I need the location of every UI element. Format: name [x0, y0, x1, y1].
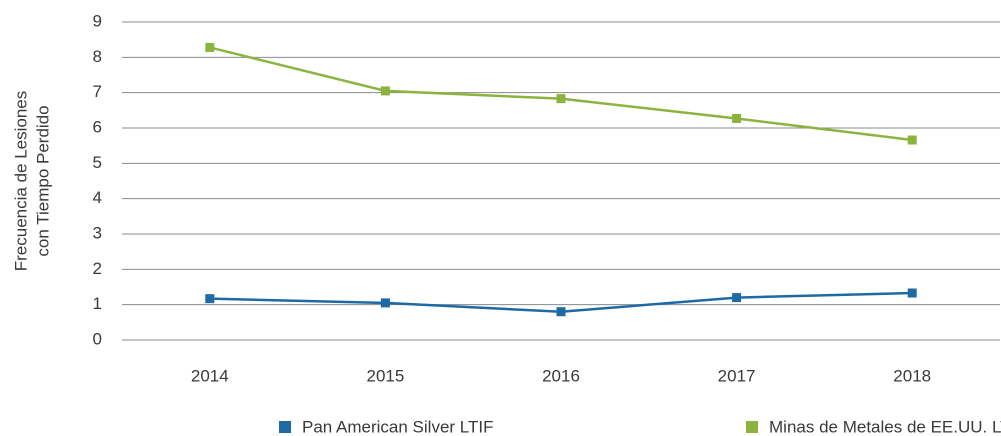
y-tick-label: 6 — [93, 117, 102, 136]
x-tick-label: 2014 — [191, 366, 229, 385]
data-point — [556, 94, 566, 104]
legend-label: Minas de Metales de EE.UU. LTIF — [769, 417, 1001, 436]
y-axis-label: Frecuencia de Lesiones — [11, 91, 30, 272]
x-tick-label: 2017 — [718, 366, 756, 385]
y-tick-label: 3 — [93, 223, 102, 242]
y-tick-label: 8 — [93, 47, 102, 66]
y-axis-label: con Tiempo Perdido — [33, 105, 52, 256]
data-point — [205, 294, 215, 304]
data-point — [907, 135, 917, 145]
legend-swatch — [279, 421, 291, 433]
y-tick-label: 0 — [93, 329, 102, 348]
data-point — [556, 307, 566, 317]
series-line — [209, 46, 913, 142]
legend-label: Pan American Silver LTIF — [302, 417, 493, 436]
y-tick-label: 1 — [93, 294, 102, 313]
data-point — [380, 86, 390, 96]
x-tick-label: 2015 — [366, 366, 404, 385]
legend-swatch — [746, 421, 758, 433]
data-point — [732, 293, 742, 303]
data-point — [205, 42, 215, 52]
y-tick-label: 4 — [93, 188, 102, 207]
data-point — [732, 113, 742, 123]
data-point — [907, 288, 917, 298]
y-tick-label: 2 — [93, 259, 102, 278]
y-tick-label: 5 — [93, 153, 102, 172]
x-tick-label: 2016 — [542, 366, 580, 385]
y-tick-label: 7 — [93, 82, 102, 101]
data-point — [380, 298, 390, 308]
x-tick-label: 2018 — [893, 366, 931, 385]
y-tick-label: 9 — [93, 11, 102, 30]
